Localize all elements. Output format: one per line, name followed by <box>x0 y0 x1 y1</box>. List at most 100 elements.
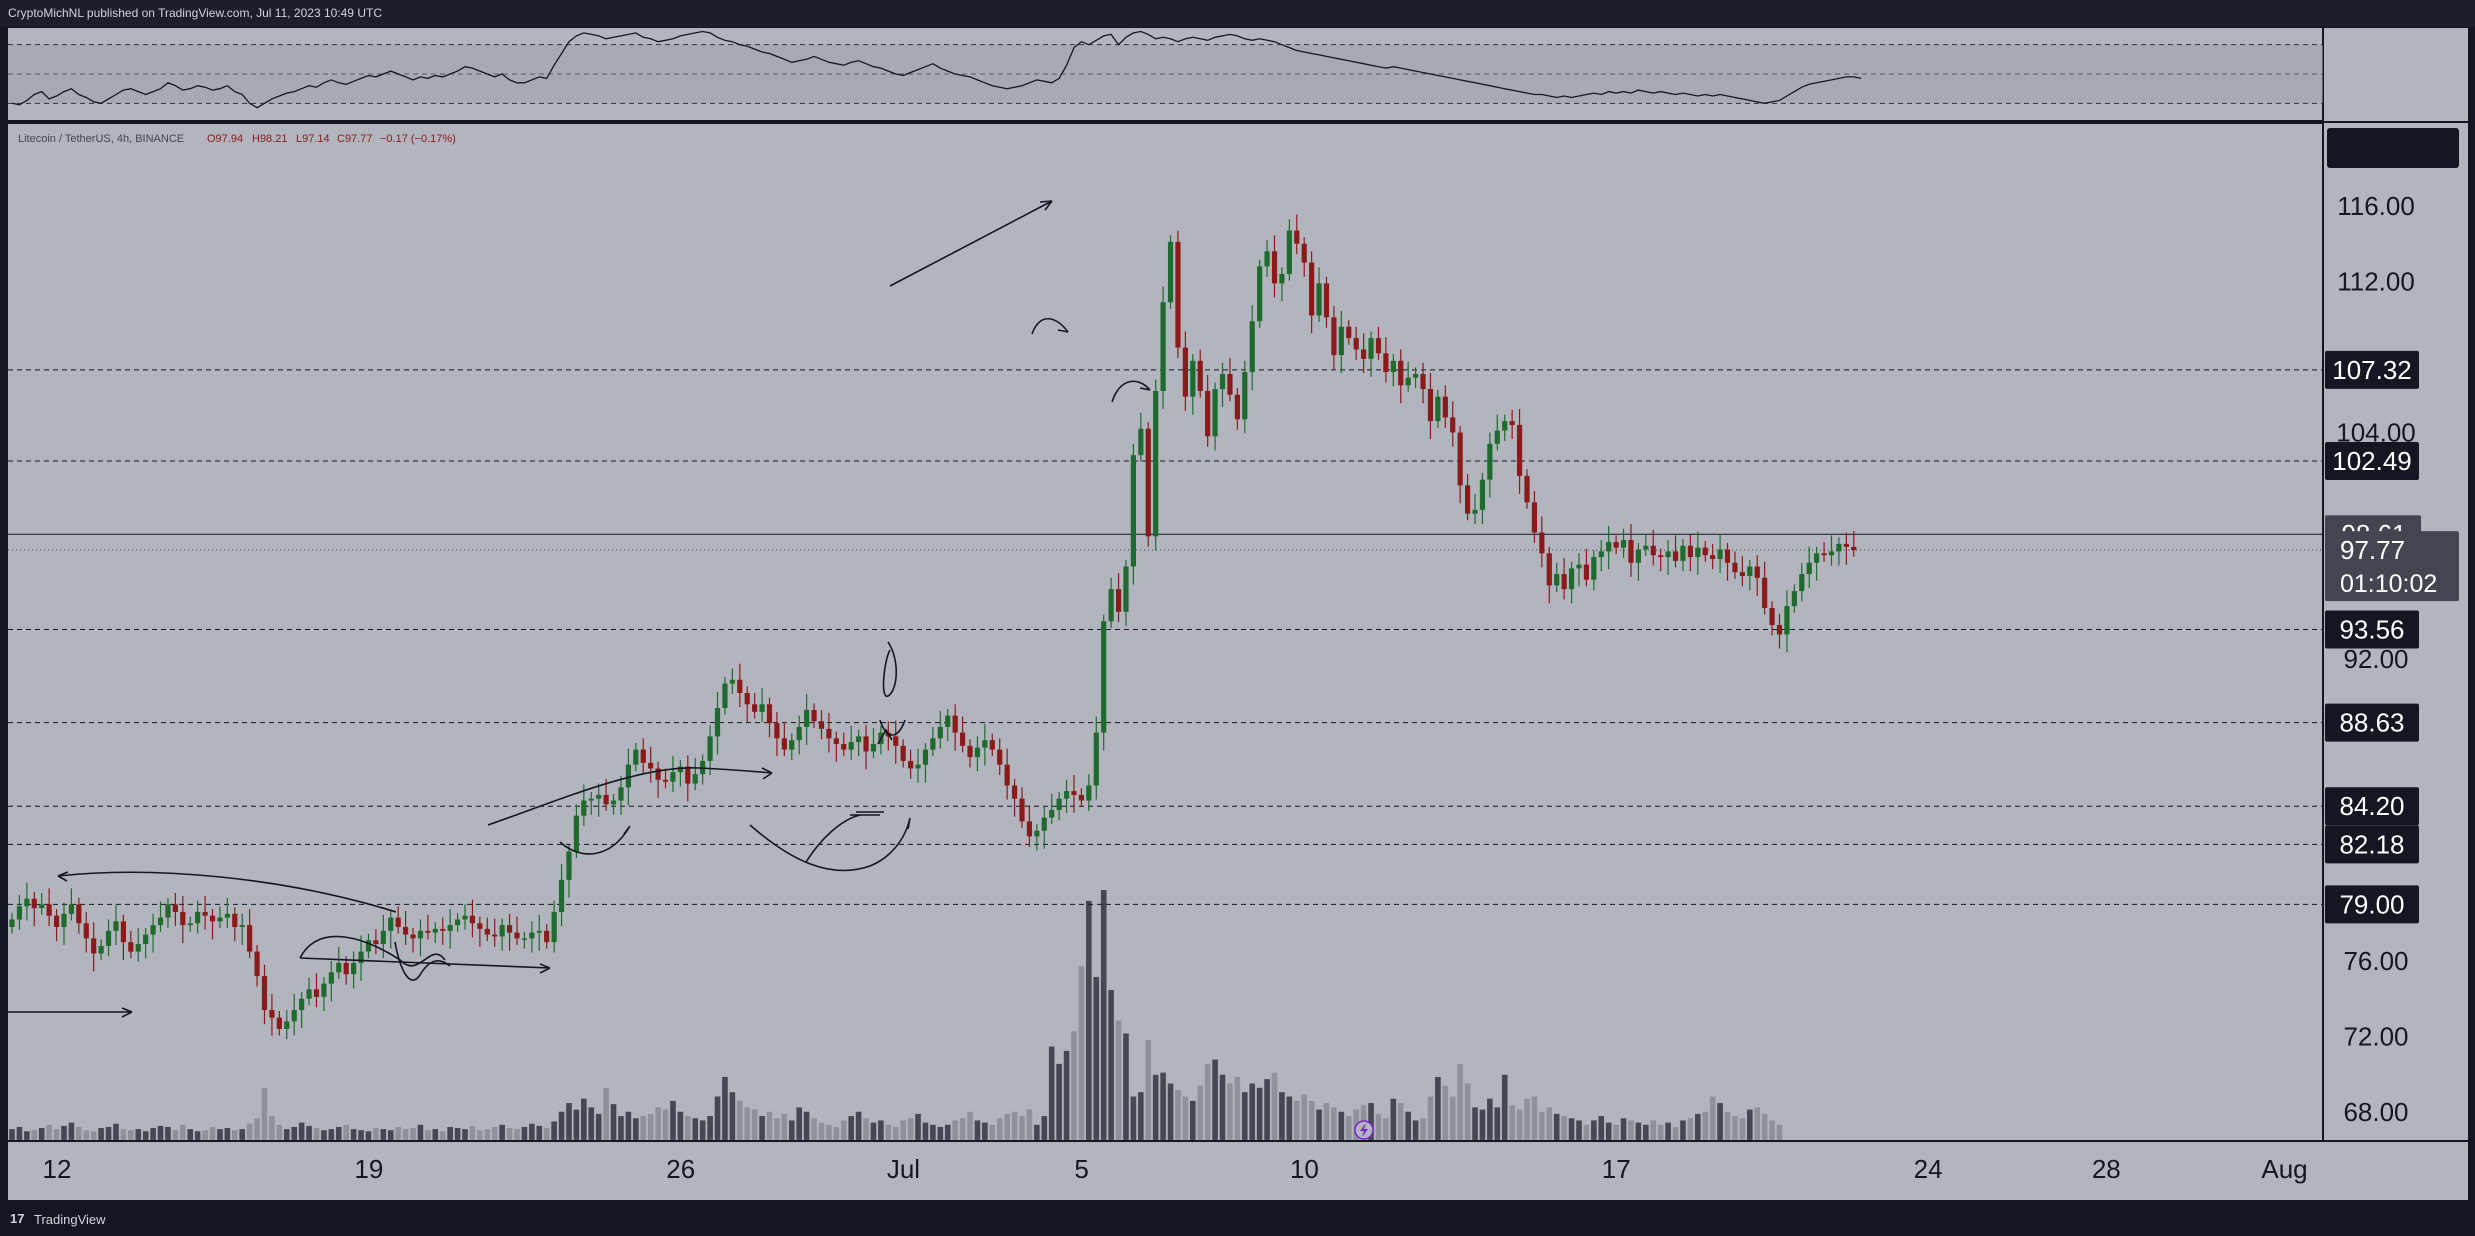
volume-bar <box>1539 1111 1545 1140</box>
candle-body <box>39 904 45 909</box>
volume-bar <box>647 1113 654 1140</box>
volume-bar <box>1234 1076 1241 1140</box>
candle-body <box>662 779 669 782</box>
candle-body <box>321 983 327 997</box>
candle-body <box>1724 549 1731 563</box>
tradingview-brand[interactable]: TradingView <box>34 1212 106 1227</box>
volume-bar <box>1293 1100 1300 1140</box>
candle-body <box>1197 360 1203 391</box>
volume-bar <box>1212 1059 1218 1140</box>
candle-body <box>566 851 572 880</box>
candle-body <box>729 679 735 684</box>
volume-bar <box>967 1111 973 1140</box>
volume-bar <box>231 1130 238 1140</box>
volume-bar <box>410 1128 416 1140</box>
volume-bar <box>365 1131 372 1140</box>
volume-bar <box>1494 1107 1501 1140</box>
candle-body <box>640 749 646 763</box>
candle-body <box>722 683 728 709</box>
candle-body <box>1687 545 1693 558</box>
candle-body <box>1650 545 1656 556</box>
volume-bar <box>1279 1092 1285 1140</box>
volume-bar <box>402 1129 409 1140</box>
candle-body <box>1019 798 1025 822</box>
candle-body <box>1190 360 1196 397</box>
volume-bar <box>1301 1094 1308 1140</box>
chart-frame[interactable]: 107.32102.4993.5688.6384.2082.1879.0098.… <box>0 27 2475 1202</box>
candle-body <box>358 951 364 963</box>
volume-bar <box>254 1118 260 1140</box>
candle-body <box>1665 551 1671 558</box>
chart-canvas[interactable]: 107.32102.4993.5688.6384.2082.1879.0098.… <box>0 27 2475 1202</box>
lightning-icon[interactable] <box>1354 1120 1374 1140</box>
volume-bar <box>76 1126 82 1140</box>
tradingview-logo-icon[interactable]: 17 <box>10 1211 25 1226</box>
volume-bar <box>699 1120 706 1140</box>
candle-body <box>870 743 877 752</box>
candles[interactable] <box>9 214 1857 1040</box>
volume-bar <box>61 1125 67 1140</box>
volume-bar <box>662 1109 669 1140</box>
volume-bar <box>343 1124 349 1140</box>
candle-body <box>655 768 661 780</box>
ohlc-close: C97.77 <box>337 133 372 145</box>
candle-body <box>1546 553 1552 586</box>
volume-bar <box>1056 1063 1062 1140</box>
time-tick: 24 <box>1914 1154 1943 1184</box>
volume-bar <box>105 1126 112 1140</box>
volume-bar <box>387 1130 394 1140</box>
candle-body <box>217 917 223 922</box>
volume-bar <box>1152 1074 1159 1140</box>
price-tick: 92.00 <box>2343 644 2408 674</box>
volume-bar <box>551 1121 557 1140</box>
candle-body <box>1167 241 1174 303</box>
volume-bar <box>1190 1100 1196 1140</box>
candle-body <box>536 930 542 933</box>
volume-bar <box>31 1130 38 1140</box>
price-tick: 104.00 <box>2336 418 2416 448</box>
volume-bar <box>1479 1109 1486 1140</box>
candle-body <box>113 921 119 931</box>
volume-bar <box>1383 1118 1389 1140</box>
candle-body <box>1182 347 1188 397</box>
volume-bar <box>595 1113 602 1140</box>
horizontal-levels[interactable]: 107.32102.4993.5688.6384.2082.1879.0098.… <box>8 350 2459 924</box>
candle-body <box>811 709 817 722</box>
volume-bar <box>566 1103 572 1140</box>
candle-body <box>1576 564 1582 569</box>
volume-bar <box>1464 1083 1471 1140</box>
volume-bar <box>1071 1031 1077 1140</box>
volume-bar <box>1553 1113 1560 1140</box>
candle-body <box>499 925 505 937</box>
volume-bar <box>1048 1046 1055 1140</box>
candle-body <box>685 766 691 784</box>
volume-bar <box>1100 890 1107 1140</box>
candle-body <box>120 921 126 943</box>
candle-body <box>952 715 958 733</box>
candle-body <box>388 917 394 931</box>
volume-bar <box>491 1126 498 1140</box>
volume-bar <box>855 1111 862 1140</box>
volume-bar <box>640 1116 647 1140</box>
candle-body <box>1375 338 1382 354</box>
volume-bar <box>484 1129 491 1140</box>
candle-body <box>180 911 186 926</box>
volume-bar <box>1709 1096 1716 1140</box>
candle-body <box>1205 390 1211 437</box>
volume-bar <box>878 1120 884 1140</box>
volume-bar <box>1316 1109 1322 1140</box>
current-price-label: 97.77 <box>2340 535 2405 565</box>
volume-bar <box>603 1087 609 1140</box>
candle-body <box>1821 553 1827 556</box>
volume-bar <box>1754 1107 1761 1140</box>
volume-bar <box>113 1123 119 1140</box>
volume-bar <box>1227 1083 1233 1140</box>
candle-body <box>588 798 594 801</box>
volume-bar <box>217 1129 223 1140</box>
candle-body <box>744 692 750 705</box>
candle-body <box>1739 572 1745 576</box>
volume-bar <box>135 1129 142 1140</box>
current-price-label-bg <box>2325 531 2459 602</box>
candle-body <box>1249 321 1255 373</box>
volume-bar <box>1323 1103 1330 1140</box>
